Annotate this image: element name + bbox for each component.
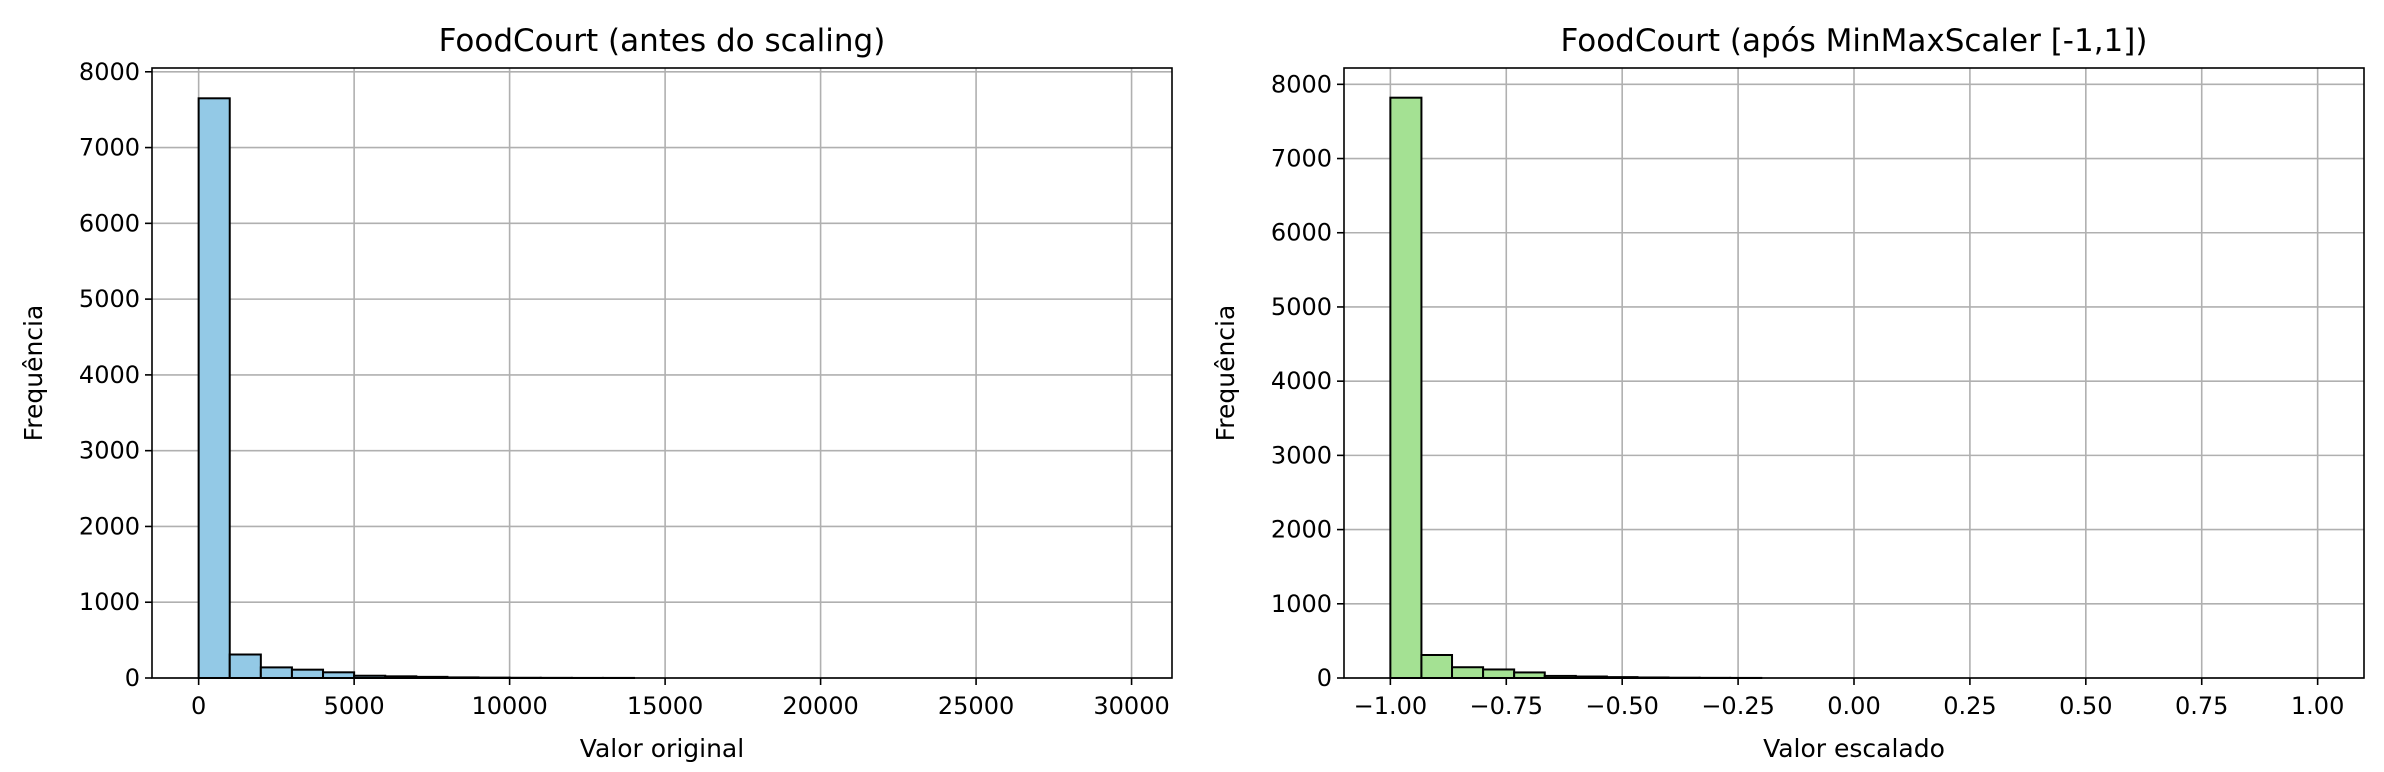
x-tick-label: −0.50 — [1585, 692, 1659, 720]
x-tick-label: 15000 — [627, 692, 703, 720]
y-tick-label: 6000 — [1271, 219, 1332, 247]
y-tick-label: 8000 — [1271, 70, 1332, 98]
histogram-bar — [1451, 666, 1485, 680]
x-tick-label: −0.75 — [1469, 692, 1543, 720]
x-tick-label: 0.75 — [2175, 692, 2228, 720]
x-tick-label: 0.25 — [1943, 692, 1996, 720]
histogram-bar — [322, 671, 356, 680]
y-tick-label: 0 — [1317, 664, 1332, 692]
y-tick-label: 1000 — [79, 588, 140, 616]
chart-food-court-scaled: −1.00 −0.75 −0.50 −0.25 0.00 0.25 0.50 0.75 1.00… — [1211, 23, 2365, 763]
histogram-bar — [1420, 653, 1454, 679]
x-tick-label: 25000 — [938, 692, 1014, 720]
x-tick-label: −0.25 — [1701, 692, 1775, 720]
axes-frame — [151, 67, 1173, 679]
y-tick-label: 8000 — [79, 58, 140, 86]
y-tick-label: 1000 — [1271, 590, 1332, 618]
x-axis-label: Valor original — [580, 734, 744, 763]
y-tick-label: 6000 — [79, 209, 140, 237]
histogram-bar — [1482, 668, 1516, 680]
y-tick-label: 5000 — [1271, 293, 1332, 321]
chart-title: FoodCourt (após MinMaxScaler [-1,1]) — [1561, 23, 2148, 59]
x-axis-label: Valor escalado — [1763, 734, 1945, 763]
y-tick-label: 3000 — [1271, 441, 1332, 469]
y-tick-label: 4000 — [79, 361, 140, 389]
histogram-bar — [290, 668, 325, 680]
x-tick-label: −1.00 — [1354, 692, 1428, 720]
y-tick-label: 5000 — [79, 285, 140, 313]
histogram-bar — [1389, 96, 1423, 679]
x-tick-label: 5000 — [324, 692, 385, 720]
x-tick-label: 20000 — [782, 692, 858, 720]
histogram-bar — [259, 666, 293, 679]
histogram-bar — [1513, 671, 1546, 680]
x-tick-label: 0.00 — [1827, 692, 1880, 720]
y-tick-label: 7000 — [1271, 145, 1332, 173]
chart-food-court-original: 0 5000 10000 15000 20000 25000 30000 0 1000 2000 3… — [19, 23, 1173, 763]
y-axis-label: Frequência — [1211, 305, 1240, 442]
histogram-bar — [197, 97, 231, 680]
chart-title: FoodCourt (antes do scaling) — [439, 23, 886, 59]
y-tick-label: 2000 — [79, 512, 140, 540]
y-tick-label: 2000 — [1271, 516, 1332, 544]
x-tick-label: 30000 — [1093, 692, 1169, 720]
x-tick-label: 1.00 — [2291, 692, 2344, 720]
y-tick-label: 4000 — [1271, 367, 1332, 395]
y-tick-label: 7000 — [79, 134, 140, 162]
y-tick-label: 3000 — [79, 437, 140, 465]
y-tick-label: 0 — [125, 664, 140, 692]
x-tick-label: 0 — [191, 692, 206, 720]
histogram-bar — [228, 653, 262, 680]
x-tick-label: 10000 — [471, 692, 547, 720]
x-tick-label: 0.50 — [2059, 692, 2112, 720]
y-axis-label: Frequência — [19, 305, 48, 442]
